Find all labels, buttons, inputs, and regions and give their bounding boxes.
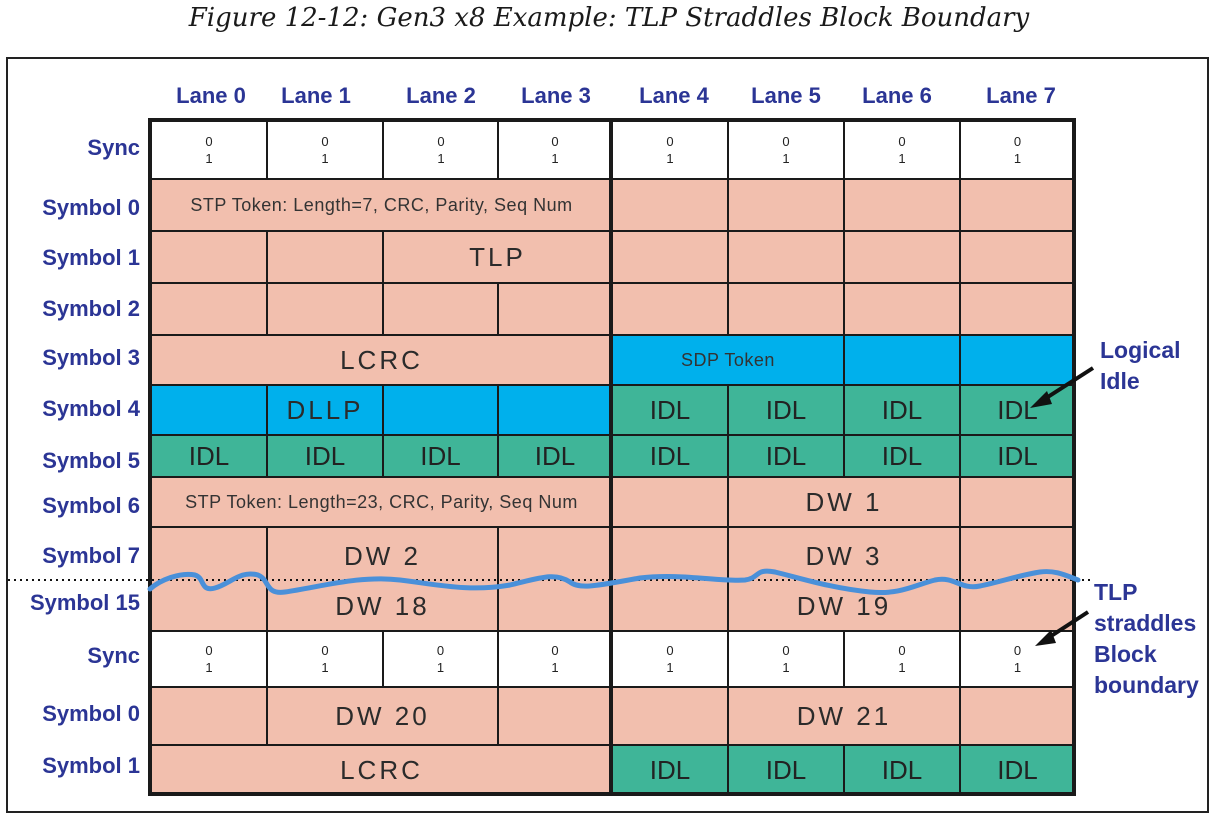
- sdp-token-cell: SDP Token: [611, 334, 845, 386]
- sync-bit-1: 1: [321, 151, 329, 166]
- sync-bit-1: 1: [1013, 660, 1022, 675]
- idle-cell: IDL: [959, 744, 1076, 796]
- sync-bit-0: 0: [436, 643, 445, 658]
- annotation-line: boundary: [1094, 672, 1199, 698]
- empty-cell: [497, 282, 613, 336]
- lane-group-divider: [609, 118, 613, 796]
- logical-idle-annotation: Logical Idle: [1100, 335, 1181, 397]
- lane-header-6: Lane 6: [862, 83, 932, 108]
- sync-bit-0: 0: [1013, 134, 1022, 149]
- sync-bit-0: 0: [437, 134, 445, 149]
- annotation-line: TLP: [1094, 579, 1138, 605]
- sync-bit-0: 0: [782, 643, 790, 658]
- stp-token-cell: STP Token: Length=7, CRC, Parity, Seq Nu…: [150, 178, 613, 232]
- idle-cell: IDL: [150, 434, 268, 478]
- row-label-symbol-0: Symbol 0: [42, 195, 140, 220]
- lane-header-2: Lane 2: [406, 83, 476, 108]
- sync-bit-1: 1: [782, 151, 790, 166]
- sync-bit-1: 1: [1013, 151, 1022, 166]
- sync-bit-0: 0: [321, 643, 329, 658]
- row-label-symbol-15: Symbol 15: [29, 590, 140, 615]
- lane-header-5: Lane 5: [751, 83, 821, 108]
- sync-bit-0: 0: [1013, 643, 1022, 658]
- stp-token-cell-2: STP Token: Length=23, CRC, Parity, Seq N…: [150, 476, 613, 528]
- idle-cell: IDL: [843, 384, 961, 436]
- idle-cell: IDL: [611, 434, 729, 478]
- block-boundary-wave: [147, 568, 1081, 596]
- empty-cell: [959, 178, 1076, 232]
- row-label-symbol-7: Symbol 7: [42, 543, 140, 568]
- sync-bit-1: 1: [898, 660, 906, 675]
- row-label-symbol-1-b: Symbol 1: [42, 753, 140, 778]
- sync-bit-0: 0: [666, 643, 674, 658]
- sync-bit-1: 1: [782, 660, 790, 675]
- row-label-symbol-5: Symbol 5: [42, 448, 140, 473]
- empty-cell: [843, 282, 961, 336]
- row-label-symbol-0-b: Symbol 0: [42, 701, 140, 726]
- lane-header-1: Lane 1: [281, 83, 351, 108]
- dw-3-label: DW 3: [805, 540, 883, 571]
- sync-bit-0: 0: [666, 134, 674, 149]
- row-label-symbol-3: Symbol 3: [42, 345, 140, 370]
- annotation-line: Logical: [1100, 337, 1181, 363]
- sync-bit-1: 1: [551, 660, 559, 675]
- sync-bit-1: 1: [666, 660, 674, 675]
- empty-cell: [959, 476, 1076, 528]
- sync-bit-0: 0: [205, 134, 213, 149]
- empty-cell: [266, 282, 384, 336]
- dw-19-label: DW 19: [796, 590, 892, 621]
- sync-bit-1: 1: [898, 151, 906, 166]
- sync-bit-1: 1: [551, 151, 559, 166]
- annotation-line: straddles: [1094, 610, 1197, 636]
- lane-header-4: Lane 4: [639, 83, 709, 108]
- row-label-sync-2: Sync: [87, 643, 140, 668]
- sync-bit-0: 0: [898, 643, 906, 658]
- sync-bit-0: 0: [205, 643, 213, 658]
- sync-bit-1: 1: [666, 151, 674, 166]
- empty-cell: [727, 282, 845, 336]
- lane-header-7: Lane 7: [986, 83, 1056, 108]
- sync-bit-1: 1: [321, 660, 329, 675]
- annotation-line: Idle: [1100, 368, 1140, 394]
- sync-bit-1: 1: [437, 151, 445, 166]
- sync-bit-1: 1: [205, 151, 213, 166]
- idle-cell: IDL: [611, 384, 729, 436]
- row-label-sync: Sync: [87, 135, 140, 160]
- sync-bit-0: 0: [321, 134, 329, 149]
- row-label-symbol-4: Symbol 4: [42, 396, 140, 421]
- dllp-empty-cell: [382, 384, 499, 436]
- straddle-annotation: TLP straddles Block boundary: [1094, 577, 1199, 701]
- sync-bit-0: 0: [898, 134, 906, 149]
- empty-cell: [611, 686, 729, 746]
- sync-bit-0: 0: [782, 134, 790, 149]
- sync-bit-1: 1: [436, 660, 445, 675]
- straddle-arrowhead: [1035, 630, 1056, 646]
- figure-frame: [6, 57, 1209, 813]
- row-label-symbol-1: Symbol 1: [42, 245, 140, 270]
- sdp-empty-cell: [959, 334, 1076, 386]
- annotation-line: Block: [1094, 641, 1157, 667]
- lane-header-3: Lane 3: [521, 83, 591, 108]
- sync-bit-0: 0: [551, 134, 559, 149]
- logical-idle-arrowhead: [1030, 391, 1052, 408]
- row-label-symbol-2: Symbol 2: [42, 296, 140, 321]
- dw-2-label: DW 2: [344, 540, 421, 571]
- lane-header-0: Lane 0: [176, 83, 246, 108]
- empty-cell: [843, 230, 961, 284]
- dw-18-label: DW 18: [335, 590, 430, 621]
- figure-caption: Figure 12-12: Gen3 x8 Example: TLP Strad…: [188, 3, 1030, 33]
- sync-bit-0: 0: [551, 643, 559, 658]
- row-label-symbol-6: Symbol 6: [42, 493, 140, 518]
- sync-bit-1: 1: [205, 660, 213, 675]
